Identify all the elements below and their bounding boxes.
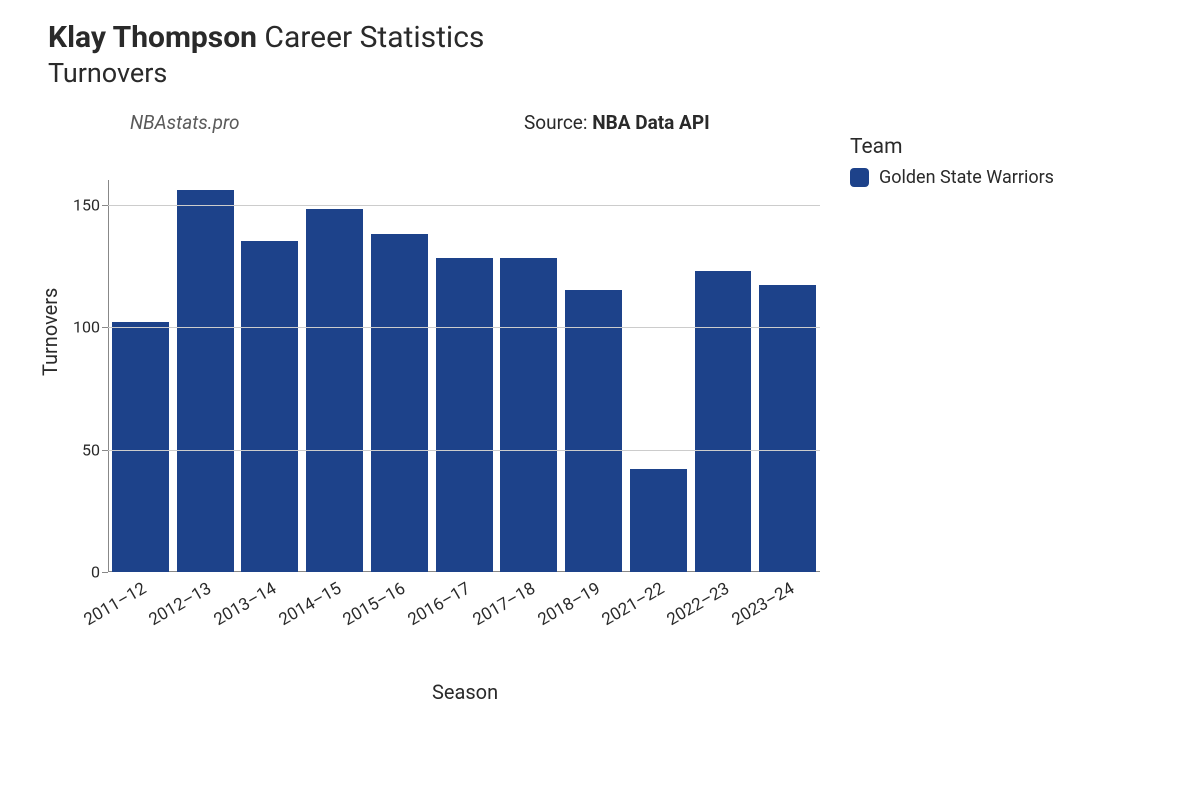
legend-item: Golden State Warriors: [850, 167, 1054, 188]
source-attribution: Source: NBA Data API: [524, 111, 710, 134]
bar: [695, 271, 752, 572]
bar-slot: 2016–17: [432, 180, 497, 572]
y-tick-mark: [102, 205, 108, 206]
bar: [306, 209, 363, 572]
chart-plot-area: 2011–122012–132013–142014–152015–162016–…: [108, 180, 820, 572]
gridline: [108, 327, 820, 328]
bar-slot: 2012–13: [173, 180, 238, 572]
bar: [112, 322, 169, 572]
bar-slot: 2014–15: [302, 180, 367, 572]
gridline: [108, 450, 820, 451]
bar: [759, 285, 816, 572]
legend-title: Team: [850, 135, 1054, 159]
bar: [371, 234, 428, 572]
bar-slot: 2023–24: [755, 180, 820, 572]
watermark-text: NBAstats.pro: [130, 111, 240, 134]
legend-swatch: [850, 168, 869, 187]
gridline: [108, 205, 820, 206]
bar: [177, 190, 234, 572]
legend: Team Golden State Warriors: [850, 135, 1054, 188]
bar: [565, 290, 622, 572]
y-tick-label: 100: [70, 318, 100, 337]
source-prefix: Source:: [524, 111, 592, 134]
bar-slot: 2013–14: [237, 180, 302, 572]
bar-slot: 2011–12: [108, 180, 173, 572]
bar-slot: 2017–18: [496, 180, 561, 572]
bar-slot: 2022–23: [691, 180, 756, 572]
chart-subtitle: Turnovers: [48, 57, 1170, 89]
title-line-1: Klay Thompson Career Statistics: [48, 20, 1170, 55]
title-suffix: Career Statistics: [264, 20, 484, 55]
bar: [436, 258, 493, 572]
y-tick-label: 0: [70, 563, 100, 582]
bar: [241, 241, 298, 572]
source-name: NBA Data API: [592, 111, 709, 134]
y-axis-label: Turnovers: [38, 288, 62, 376]
y-tick-label: 50: [70, 440, 100, 459]
legend-label: Golden State Warriors: [879, 167, 1054, 188]
y-tick-label: 150: [70, 195, 100, 214]
bars-container: 2011–122012–132013–142014–152015–162016–…: [108, 180, 820, 572]
bar-slot: 2015–16: [367, 180, 432, 572]
y-tick-mark: [102, 327, 108, 328]
bar: [500, 258, 557, 572]
bar-slot: 2018–19: [561, 180, 626, 572]
x-axis-label: Season: [432, 680, 498, 704]
bar: [630, 469, 687, 572]
bar-slot: 2021–22: [626, 180, 691, 572]
y-tick-mark: [102, 450, 108, 451]
player-name: Klay Thompson: [48, 20, 257, 55]
y-tick-mark: [102, 572, 108, 573]
chart-title-block: Klay Thompson Career Statistics Turnover…: [48, 20, 1170, 89]
